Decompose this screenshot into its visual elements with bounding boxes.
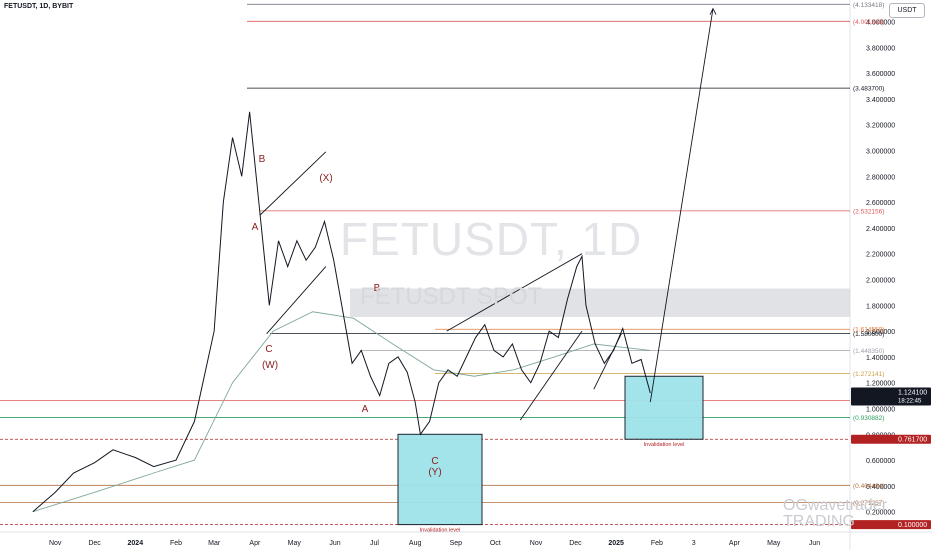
x-tick-label: Nov	[530, 540, 543, 547]
trendline	[446, 253, 583, 332]
x-tick-label: May	[288, 540, 302, 547]
x-tick-label: Feb	[651, 540, 663, 547]
y-tick-label: 1.800000	[866, 303, 895, 310]
y-tick-label: 2.000000	[866, 278, 895, 285]
fib-level-label: (4.001343)	[853, 19, 884, 26]
trendline	[519, 330, 583, 421]
wave-label: (X)	[319, 173, 332, 184]
trendline	[593, 333, 622, 390]
x-tick-label: Sep	[450, 540, 463, 547]
x-tick-label: Dec	[88, 540, 101, 547]
price-tag	[851, 387, 931, 406]
y-tick-label: 0.200000	[866, 510, 895, 517]
price-tag-countdown: 18:22:45	[898, 398, 922, 404]
wave-label: C	[431, 456, 438, 467]
watermark-brand-line2: TRADING	[783, 513, 855, 530]
fib-level-label: (0.930882)	[853, 415, 884, 422]
x-tick-label: May	[767, 540, 781, 547]
symbol-title: FETUSDT, 1D, BYBIT	[4, 3, 74, 10]
price-tag	[851, 434, 931, 444]
watermark-brand: OGwavetrader TRADING	[783, 498, 887, 530]
wave-label: A	[252, 222, 259, 233]
y-tick-label: 2.400000	[866, 226, 895, 233]
fib-level-label: (0.271257)	[853, 500, 884, 507]
y-tick-label: 1.600000	[866, 329, 895, 336]
y-tick-label: 3.400000	[866, 97, 895, 104]
x-tick-label: 3	[692, 540, 696, 547]
projection-arrowhead	[709, 7, 717, 15]
y-tick-label: 2.800000	[866, 174, 895, 181]
x-tick-label: Apr	[249, 540, 261, 547]
wave-label: B	[374, 283, 381, 294]
price-tag-label: 1.124100	[898, 389, 927, 396]
wave-label: (Y)	[428, 467, 441, 478]
watermark-brand-line1: OGwavetrader	[783, 497, 888, 514]
y-tick-label: 3.600000	[866, 71, 895, 78]
y-tick-label: 1.200000	[866, 381, 895, 388]
fib-level-label: (1.272141)	[853, 371, 884, 378]
fib-level-label: (0.404484)	[853, 483, 884, 490]
wave-label: B	[259, 154, 266, 165]
price-line	[32, 111, 651, 513]
y-tick-label: 3.000000	[866, 149, 895, 156]
x-tick-label: Jun	[329, 540, 340, 547]
wave-label: (W)	[262, 360, 278, 371]
fib-level-label: (3.483700)	[853, 86, 884, 93]
resistance-zone	[350, 288, 850, 317]
moving-average-line	[32, 311, 651, 513]
x-tick-label: Oct	[490, 540, 501, 547]
x-tick-label: Dec	[569, 540, 582, 547]
watermark-symbol: FETUSDT, 1D	[340, 213, 643, 265]
x-tick-label: 2025	[608, 540, 624, 547]
invalidation-label: Invalidation level	[420, 528, 461, 534]
x-tick-label: Apr	[729, 540, 741, 547]
fib-level-label: (2.532156)	[853, 208, 884, 215]
currency-button[interactable]: USDT	[889, 3, 925, 18]
x-tick-label: Jul	[370, 540, 379, 547]
fib-level-label: (4.133418)	[853, 2, 884, 9]
y-tick-label: 0.400000	[866, 484, 895, 491]
invalidation-label: Invalidation level	[644, 442, 685, 448]
y-tick-label: 3.800000	[866, 45, 895, 52]
y-tick-label: 0.600000	[866, 458, 895, 465]
trendline	[259, 151, 327, 216]
x-tick-label: Jun	[809, 540, 820, 547]
y-tick-label: 2.200000	[866, 252, 895, 259]
x-tick-label: Aug	[409, 540, 422, 547]
price-tag-label: 0.761700	[898, 437, 927, 444]
price-tag	[851, 520, 931, 530]
fib-level-label: (1.614559)	[853, 327, 884, 334]
y-tick-label: 1.000000	[866, 407, 895, 414]
y-tick-label: 1.400000	[866, 355, 895, 362]
watermark-description: FETUSDT SPOT	[360, 283, 543, 310]
fib-level-label: (1.580600)	[853, 331, 884, 338]
x-tick-label: Nov	[49, 540, 62, 547]
y-tick-label: 4.000000	[866, 20, 895, 27]
target-zone-box	[397, 433, 483, 526]
projection-arrow	[649, 8, 714, 403]
y-tick-label: 3.200000	[866, 123, 895, 130]
x-tick-label: Feb	[170, 540, 182, 547]
x-tick-label: 2024	[128, 540, 144, 547]
x-tick-label: Mar	[208, 540, 221, 547]
wave-label: C	[265, 344, 272, 355]
y-tick-label: 2.600000	[866, 200, 895, 207]
price-tag-label: 0.100000	[898, 522, 927, 529]
target-zone-box	[624, 375, 704, 440]
wave-label: A	[362, 404, 369, 415]
trendline	[266, 266, 327, 334]
fib-level-label: (1.448350)	[853, 348, 884, 355]
